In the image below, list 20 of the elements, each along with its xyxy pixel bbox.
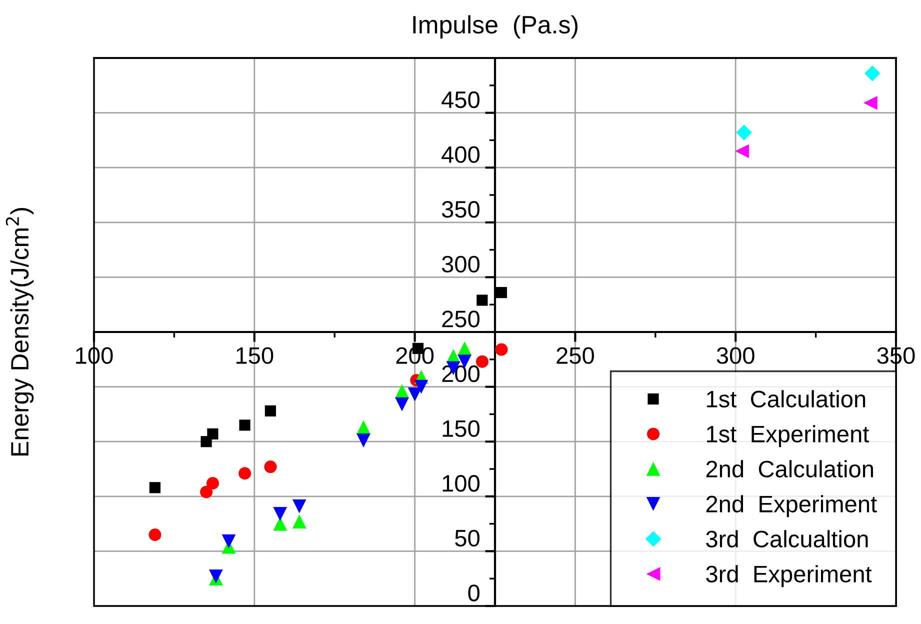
x-tick-label: 300 bbox=[716, 347, 754, 364]
y-tick-label: 0 bbox=[468, 584, 480, 602]
legend-label: 2nd Experiment bbox=[706, 495, 877, 518]
y-axis-title: Energy Density(J/cm$^{2}$) bbox=[6, 208, 34, 456]
legend-label: 1st Calculation bbox=[706, 390, 866, 408]
y-tick-label: 250 bbox=[442, 310, 480, 328]
y-tick-label: 350 bbox=[442, 201, 480, 218]
y-tick-label: 50 bbox=[455, 530, 480, 547]
y-tick-label: 300 bbox=[442, 256, 480, 273]
x-tick-label: 150 bbox=[236, 347, 274, 364]
legend-label: 3rd Calcualtion bbox=[706, 530, 868, 548]
y-tick-label: 450 bbox=[442, 91, 480, 108]
x-tick-label: 250 bbox=[556, 347, 594, 364]
y-tick-label: 400 bbox=[442, 146, 480, 163]
legend-label: 2nd Calculation bbox=[706, 460, 873, 478]
legend-label: 1st Experiment bbox=[706, 425, 870, 448]
y-tick-label: 150 bbox=[442, 420, 480, 437]
legend-label: 3rd Experiment bbox=[706, 565, 872, 588]
x-axis-title: Impulse (Pa.s) bbox=[413, 15, 578, 39]
y-tick-label: 100 bbox=[442, 475, 480, 492]
